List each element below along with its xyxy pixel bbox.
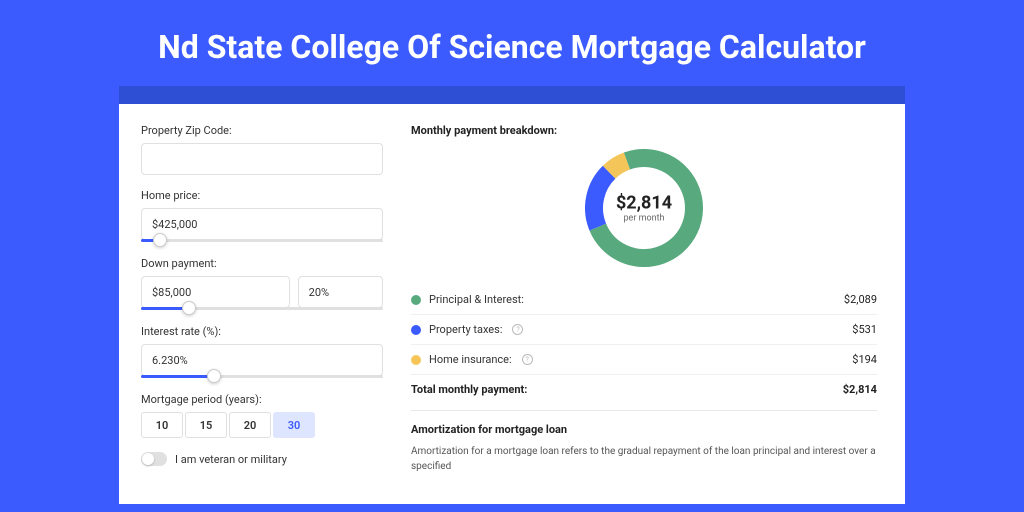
divider	[411, 410, 877, 411]
legend-value: $531	[852, 323, 877, 336]
home-price-label: Home price:	[141, 189, 383, 202]
legend-dot-icon	[411, 295, 421, 305]
veteran-row: I am veteran or military	[141, 452, 383, 466]
veteran-label: I am veteran or military	[175, 453, 287, 466]
legend-row: Principal & Interest: $2,089	[411, 285, 877, 315]
legend-label: Principal & Interest:	[429, 293, 524, 306]
down-payment-amount-input[interactable]	[141, 276, 290, 308]
interest-rate-slider[interactable]	[141, 376, 383, 379]
down-payment-slider[interactable]	[141, 308, 383, 311]
page-title: Nd State College Of Science Mortgage Cal…	[0, 0, 1024, 86]
veteran-toggle[interactable]	[141, 452, 167, 466]
info-icon[interactable]: ?	[522, 354, 533, 365]
down-payment-field: Down payment:	[141, 257, 383, 308]
legend-row: Home insurance:? $194	[411, 345, 877, 375]
legend-value: $194	[852, 353, 877, 366]
donut-amount: $2,814	[616, 193, 672, 214]
total-label: Total monthly payment:	[411, 383, 527, 396]
calculator-card: Property Zip Code: Home price: Down paym…	[119, 104, 905, 504]
amortization-title: Amortization for mortgage loan	[411, 423, 877, 436]
period-option-15[interactable]: 15	[185, 412, 227, 438]
period-options: 10152030	[141, 412, 383, 438]
period-option-20[interactable]: 20	[229, 412, 271, 438]
interest-rate-input[interactable]	[141, 344, 383, 376]
home-price-field: Home price:	[141, 189, 383, 240]
breakdown-title: Monthly payment breakdown:	[411, 124, 877, 137]
period-label: Mortgage period (years):	[141, 393, 383, 406]
input-column: Property Zip Code: Home price: Down paym…	[141, 124, 383, 484]
legend-value: $2,089	[844, 293, 877, 306]
period-option-30[interactable]: 30	[273, 412, 315, 438]
info-icon[interactable]: ?	[512, 324, 523, 335]
amortization-text: Amortization for a mortgage loan refers …	[411, 444, 877, 474]
period-option-10[interactable]: 10	[141, 412, 183, 438]
interest-rate-label: Interest rate (%):	[141, 325, 383, 338]
interest-rate-field: Interest rate (%):	[141, 325, 383, 376]
total-row: Total monthly payment: $2,814	[411, 375, 877, 410]
home-price-slider[interactable]	[141, 240, 383, 243]
zip-label: Property Zip Code:	[141, 124, 383, 137]
legend-label: Property taxes:	[429, 323, 502, 336]
legend-dot-icon	[411, 355, 421, 365]
down-payment-label: Down payment:	[141, 257, 383, 270]
home-price-input[interactable]	[141, 208, 383, 240]
period-field: Mortgage period (years): 10152030	[141, 393, 383, 438]
down-payment-percent-input[interactable]	[298, 276, 383, 308]
top-accent-bar	[119, 86, 905, 104]
legend-row: Property taxes:? $531	[411, 315, 877, 345]
breakdown-column: Monthly payment breakdown: $2,814 per mo…	[411, 124, 877, 484]
zip-input[interactable]	[141, 143, 383, 175]
legend-dot-icon	[411, 325, 421, 335]
donut-chart: $2,814 per month	[411, 149, 877, 267]
donut-center: $2,814 per month	[616, 193, 672, 224]
legend: Principal & Interest: $2,089 Property taxe…	[411, 285, 877, 375]
zip-field: Property Zip Code:	[141, 124, 383, 175]
legend-label: Home insurance:	[429, 353, 512, 366]
donut-sub: per month	[616, 214, 672, 224]
total-value: $2,814	[843, 383, 877, 396]
